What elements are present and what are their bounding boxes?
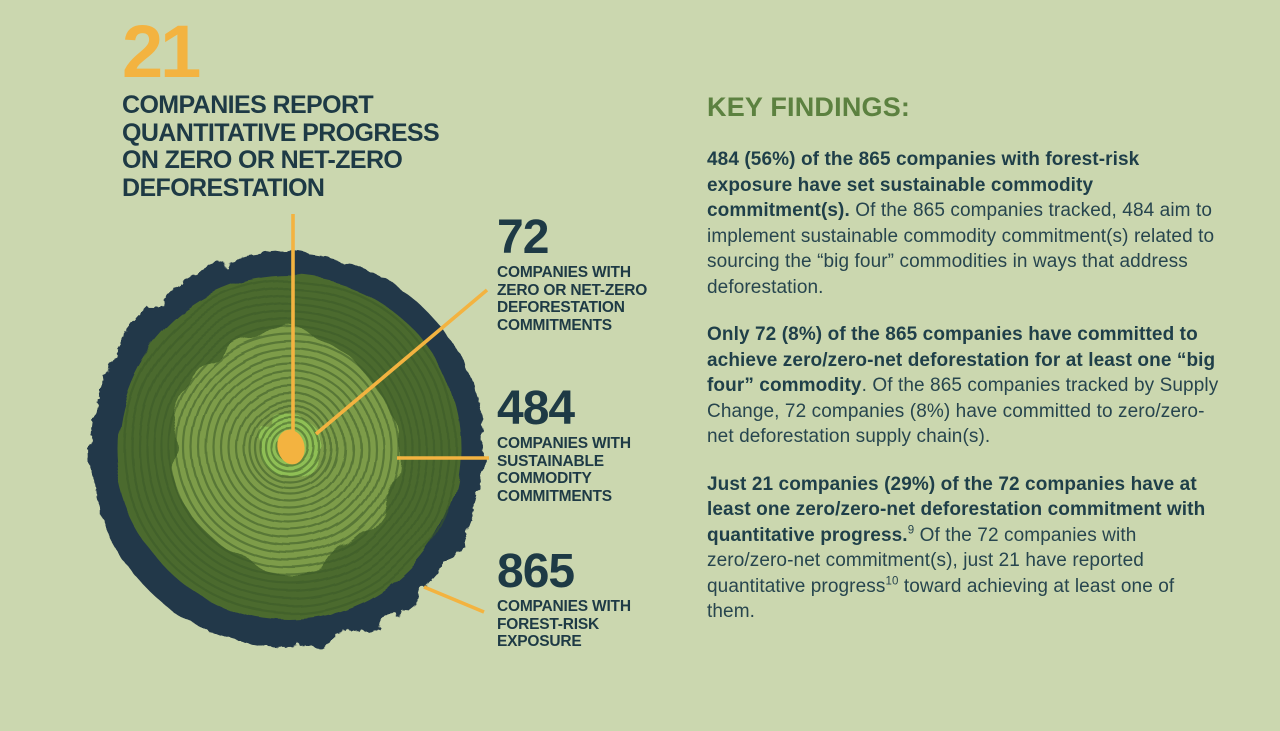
growth-ring xyxy=(269,426,311,468)
callout-label-line: COMMITMENTS xyxy=(497,316,612,334)
growth-ring xyxy=(129,286,451,608)
callout-label-line: SUSTAINABLE xyxy=(497,452,604,470)
callout-label-line: FOREST-RISK xyxy=(497,615,600,633)
finding-3-text-end: toward achieving at least one of them. xyxy=(707,575,1175,623)
finding-2-bold: Only 72 (8%) of the 865 companies have c… xyxy=(707,324,1216,396)
callout-72-label: COMPANIES WITH ZERO OR NET-ZERO DEFOREST… xyxy=(497,264,647,334)
growth-ring xyxy=(253,410,327,484)
callout-484-block: 484 COMPANIES WITH SUSTAINABLE COMMODITY… xyxy=(497,382,631,505)
callout-484-number: 484 xyxy=(497,382,575,435)
headline-line: ON ZERO OR NET-ZERO xyxy=(122,146,403,174)
callout-line-72 xyxy=(314,288,489,436)
finding-3-text: Of the 72 companies with zero/zero-net c… xyxy=(707,524,1144,597)
growth-ring xyxy=(219,376,361,518)
key-findings-section: KEY FINDINGS: 484 (56%) of the 865 compa… xyxy=(707,92,1219,647)
growth-ring xyxy=(122,279,458,615)
growth-ring xyxy=(212,369,368,525)
growth-ring xyxy=(227,384,353,510)
key-findings-heading: KEY FINDINGS: xyxy=(707,92,911,122)
growth-ring xyxy=(174,331,406,563)
callout-72-number: 72 xyxy=(497,211,549,264)
growth-ring xyxy=(144,301,436,593)
callout-label-line: ZERO OR NET-ZERO xyxy=(497,281,648,299)
finding-3-bold: Just 21 companies (29%) of the 72 compan… xyxy=(707,473,1206,546)
growth-ring xyxy=(159,316,421,578)
callout-865-block: 865 COMPANIES WITH FOREST-RISK EXPOSURE xyxy=(497,545,631,651)
finding-2-text: . Of the 865 companies tracked by Supply… xyxy=(707,375,1219,447)
finding-paragraph-1: 484 (56%) of the 865 companies with fore… xyxy=(707,147,1219,300)
callout-label-line: COMMITMENTS xyxy=(497,487,612,505)
growth-ring xyxy=(152,309,428,585)
callout-lines xyxy=(291,214,489,614)
headline-line: DEFORESTATION xyxy=(122,173,325,202)
callout-label-line: DEFORESTATION xyxy=(497,299,625,316)
finding-1-text: Of the 865 companies tracked, 484 aim to… xyxy=(707,200,1215,298)
headline-line: COMPANIES REPORT xyxy=(122,91,374,119)
growth-ring xyxy=(242,399,338,495)
callout-label-line: COMMODITY xyxy=(497,470,592,487)
footnote-ref-10: 10 xyxy=(885,575,899,588)
footnote-ref-9: 9 xyxy=(907,524,915,537)
finding-1-bold: 484 (56%) of the 865 companies with fore… xyxy=(707,149,1140,221)
callout-865-label: COMPANIES WITH FOREST-RISK EXPOSURE xyxy=(497,598,631,651)
growth-ring xyxy=(247,404,333,490)
callout-label-line: EXPOSURE xyxy=(497,633,582,650)
callout-865-number: 865 xyxy=(497,545,575,598)
growth-ring xyxy=(234,391,346,503)
headline-line: QUANTITATIVE PROGRESS xyxy=(122,118,440,147)
growth-ring xyxy=(197,354,383,540)
callout-line-865 xyxy=(423,585,485,614)
finding-paragraph-2: Only 72 (8%) of the 865 companies have c… xyxy=(707,322,1219,450)
callout-484-label: COMPANIES WITH SUSTAINABLE COMMODITY COM… xyxy=(497,435,631,505)
growth-ring xyxy=(258,415,322,479)
tree-ring-illustration xyxy=(90,214,489,647)
finding-paragraph-3: Just 21 companies (29%) of the 72 compan… xyxy=(707,472,1219,625)
growth-ring xyxy=(204,361,376,533)
growth-ring xyxy=(182,339,398,555)
growth-ring xyxy=(167,324,413,570)
growth-ring xyxy=(264,421,316,473)
callout-label-line: COMPANIES WITH xyxy=(497,435,631,452)
callout-label-line: COMPANIES WITH xyxy=(497,264,631,281)
core-dot xyxy=(277,429,305,465)
headline-number: 21 xyxy=(122,10,201,93)
callout-72-block: 72 COMPANIES WITH ZERO OR NET-ZERO DEFOR… xyxy=(497,211,647,334)
growth-rings xyxy=(122,279,458,615)
growth-ring xyxy=(189,346,391,548)
growth-ring xyxy=(137,294,443,600)
callout-label-line: COMPANIES WITH xyxy=(497,598,631,615)
headline-title: COMPANIES REPORT QUANTITATIVE PROGRESS O… xyxy=(122,91,440,202)
headline: 21 COMPANIES REPORT QUANTITATIVE PROGRES… xyxy=(122,10,440,202)
